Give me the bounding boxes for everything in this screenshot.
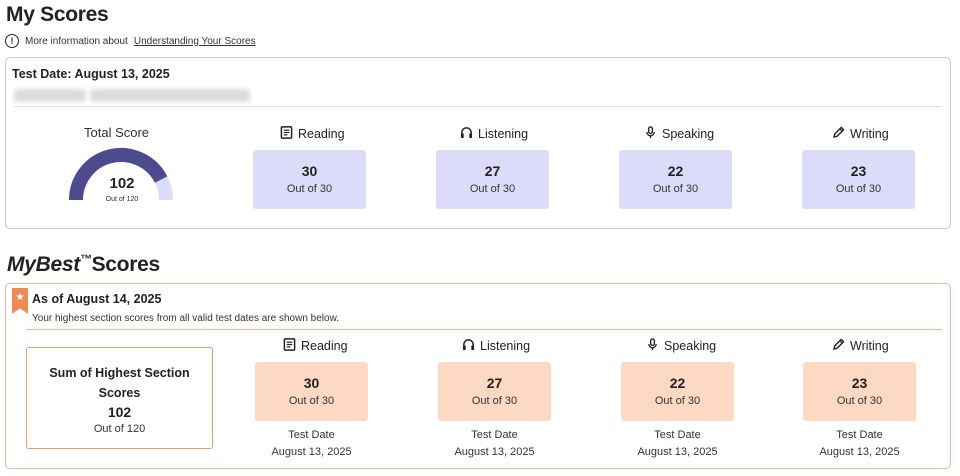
speaking-score-box: 22 Out of 30	[619, 150, 732, 209]
section-label: Reading	[301, 339, 348, 353]
section-label: Writing	[850, 127, 889, 141]
pencil-icon	[832, 126, 845, 142]
test-date-value: August 13, 2025	[637, 446, 718, 458]
total-score-gauge	[69, 148, 173, 201]
speaking-header: Speaking	[644, 126, 714, 142]
score-value: 30	[303, 375, 320, 391]
headphones-icon	[460, 126, 473, 142]
total-score-value: 102	[109, 175, 135, 192]
score-value: 23	[850, 163, 867, 179]
microphone-icon	[644, 126, 657, 142]
speaking-best-score-box: 22 Out of 30	[621, 362, 734, 421]
star-ribbon-icon: ★	[12, 288, 28, 314]
understanding-scores-link[interactable]: Understanding Your Scores	[133, 35, 256, 47]
mybest-scores-card: ★ As of August 14, 2025 Your highest sec…	[5, 283, 951, 469]
score-value: 22	[667, 163, 684, 179]
test-date-value: August 13, 2025	[454, 446, 535, 458]
score-out-of: Out of 30	[835, 183, 882, 195]
test-date-label: Test Date	[471, 429, 518, 441]
writing-header: Writing	[832, 126, 889, 142]
score-value: 27	[484, 163, 501, 179]
info-row: ! More information about Understanding Y…	[5, 34, 256, 48]
pencil-icon	[832, 338, 845, 354]
score-out-of: Out of 30	[471, 395, 518, 407]
section-label: Listening	[478, 127, 529, 141]
as-of-date: As of August 14, 2025	[32, 292, 162, 306]
section-label: Writing	[850, 339, 889, 353]
listening-score-box: 27 Out of 30	[436, 150, 549, 209]
sum-title: Sum of Highest Section Scores	[49, 366, 190, 400]
divider	[26, 329, 942, 330]
mybest-title-rest: Scores	[91, 253, 161, 276]
section-label: Listening	[480, 339, 531, 353]
sum-out-of: Out of 120	[93, 423, 146, 435]
speaking-test-date: Test Date August 13, 2025	[621, 427, 734, 461]
section-label: Speaking	[664, 339, 717, 353]
score-value: 22	[669, 375, 686, 391]
trademark: ™	[79, 252, 92, 266]
reading-best-score-box: 30 Out of 30	[255, 362, 368, 421]
book-icon	[280, 126, 293, 142]
listening-header: Listening	[460, 126, 528, 142]
score-value: 30	[301, 163, 318, 179]
test-date-label: Test Date	[288, 429, 335, 441]
writing-header: Writing	[832, 338, 889, 354]
total-score-out-of: Out of 120	[105, 196, 139, 203]
listening-test-date: Test Date August 13, 2025	[438, 427, 551, 461]
page-title: My Scores	[6, 3, 109, 26]
sum-highest-scores-box: Sum of Highest Section Scores 102 Out of…	[26, 347, 213, 449]
total-score-label: Total Score	[84, 125, 150, 140]
headphones-icon	[462, 338, 475, 354]
test-date: Test Date: August 13, 2025	[12, 67, 170, 81]
section-label: Reading	[298, 127, 345, 141]
score-out-of: Out of 30	[836, 395, 883, 407]
score-value: 23	[851, 375, 868, 391]
test-date-label: Test Date	[836, 429, 883, 441]
mybest-title: MyBest™Scores	[7, 252, 160, 277]
reading-header: Reading	[280, 126, 345, 142]
redacted-info	[90, 89, 250, 102]
listening-header: Listening	[462, 338, 530, 354]
sum-value: 102	[107, 404, 132, 420]
reading-header: Reading	[283, 338, 348, 354]
info-icon: !	[5, 34, 19, 48]
writing-test-date: Test Date August 13, 2025	[803, 427, 916, 461]
score-value: 27	[486, 375, 503, 391]
reading-test-date: Test Date August 13, 2025	[255, 427, 368, 461]
writing-score-box: 23 Out of 30	[802, 150, 915, 209]
info-text: More information about	[25, 35, 128, 47]
speaking-header: Speaking	[646, 338, 716, 354]
test-date-value: August 13, 2025	[819, 446, 900, 458]
book-icon	[283, 338, 296, 354]
section-label: Speaking	[662, 127, 715, 141]
divider	[14, 106, 942, 107]
score-out-of: Out of 30	[286, 183, 333, 195]
test-date-value: August 13, 2025	[271, 446, 352, 458]
reading-score-box: 30 Out of 30	[253, 150, 366, 209]
mybest-description: Your highest section scores from all val…	[32, 313, 340, 324]
listening-best-score-box: 27 Out of 30	[438, 362, 551, 421]
test-date-label: Test Date	[654, 429, 701, 441]
writing-best-score-box: 23 Out of 30	[803, 362, 916, 421]
score-out-of: Out of 30	[652, 183, 699, 195]
score-out-of: Out of 30	[288, 395, 335, 407]
microphone-icon	[646, 338, 659, 354]
test-scores-card: Test Date: August 13, 2025 Total Score 1…	[5, 57, 951, 229]
score-out-of: Out of 30	[654, 395, 701, 407]
gauge-fill	[69, 148, 168, 201]
score-out-of: Out of 30	[469, 183, 516, 195]
redacted-info	[14, 89, 86, 102]
mybest-title-italic: MyBest	[7, 253, 80, 276]
